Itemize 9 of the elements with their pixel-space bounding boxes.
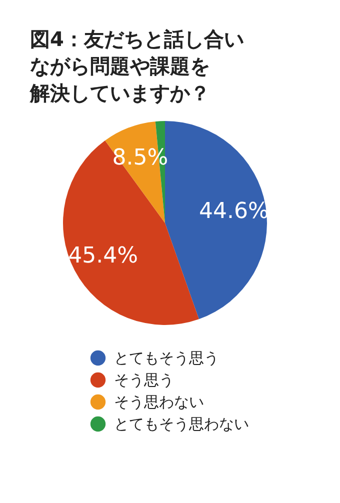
data-label: 45.4% bbox=[68, 244, 138, 269]
data-label: 44.6% bbox=[199, 199, 269, 224]
legend-label: そう思う bbox=[114, 371, 174, 389]
pie-slice bbox=[63, 140, 199, 325]
legend-label: そう思わない bbox=[114, 393, 204, 411]
chart-title: 図4：友だちと話し合いながら問題や課題を解決していますか？ bbox=[29, 27, 244, 105]
legend-label: とてもそう思う bbox=[114, 349, 219, 367]
pie-slice bbox=[165, 121, 267, 320]
legend-label: とてもそう思わない bbox=[114, 415, 249, 433]
